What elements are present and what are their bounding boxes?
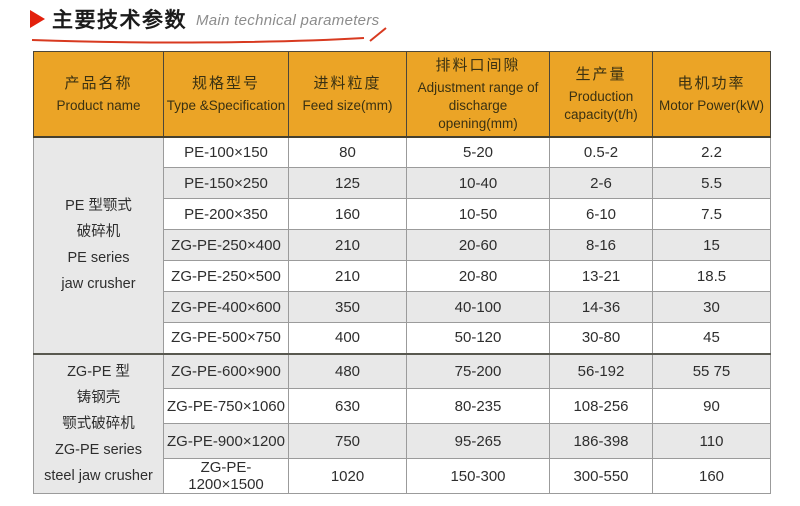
group-label-line: PE series	[67, 250, 130, 267]
group-label-line: PE 型颚式	[65, 197, 132, 214]
cell-discharge-range: 80-235	[406, 388, 550, 425]
table-row: ZG-PE-400×600 350 40-100 14-36 30	[34, 291, 771, 324]
table-row: ZG-PE-500×750 400 50-120 30-80 45	[34, 322, 771, 355]
cell-feed-size: 400	[288, 322, 407, 355]
cell-type: ZG-PE-1200×1500	[163, 458, 289, 495]
cell-type: PE-150×250	[163, 167, 289, 200]
header-motor-power: 电机功率 Motor Power(kW)	[652, 50, 771, 138]
table-row: ZG-PE-250×400 210 20-60 8-16 15	[34, 229, 771, 262]
cell-motor-power: 110	[652, 423, 771, 460]
cell-motor-power: 5.5	[652, 167, 771, 200]
cell-feed-size: 160	[288, 198, 407, 231]
group-label-line: ZG-PE series	[54, 441, 142, 458]
cell-discharge-range: 95-265	[406, 423, 550, 460]
cell-capacity: 14-36	[549, 291, 653, 324]
cell-capacity: 2-6	[549, 167, 653, 200]
cell-capacity: 8-16	[549, 229, 653, 262]
cell-type: ZG-PE-750×1060	[163, 388, 289, 425]
cell-feed-size: 210	[288, 260, 407, 293]
cell-capacity: 56-192	[549, 352, 653, 390]
cell-capacity: 300-550	[549, 458, 653, 495]
cell-discharge-range: 40-100	[406, 291, 550, 324]
cell-motor-power: 160	[652, 458, 771, 495]
cell-motor-power: 7.5	[652, 198, 771, 231]
group-label-line: steel jaw crusher	[44, 468, 153, 485]
cell-discharge-range: 150-300	[406, 458, 550, 495]
cell-capacity: 0.5-2	[549, 136, 653, 169]
cell-motor-power: 15	[652, 229, 771, 262]
cell-type: PE-200×350	[163, 198, 289, 231]
spec-table: 产品名称 Product name 规格型号 Type &Specificati…	[33, 50, 771, 495]
cell-discharge-range: 10-50	[406, 198, 550, 231]
cell-discharge-range: 20-60	[406, 229, 550, 262]
group-label-zg-pe-series: ZG-PE 型 铸钢壳 颚式破碎机 ZG-PE series steel jaw…	[33, 352, 164, 495]
cell-capacity: 108-256	[549, 388, 653, 425]
cell-capacity: 30-80	[549, 322, 653, 355]
cell-feed-size: 630	[288, 388, 407, 425]
cell-motor-power: 45	[652, 322, 771, 355]
cell-type: PE-100×150	[163, 136, 289, 169]
cell-discharge-range: 20-80	[406, 260, 550, 293]
cell-feed-size: 125	[288, 167, 407, 200]
cell-feed-size: 350	[288, 291, 407, 324]
cell-feed-size: 1020	[288, 458, 407, 495]
cell-feed-size: 480	[288, 352, 407, 390]
cell-motor-power: 18.5	[652, 260, 771, 293]
table-row: PE-200×350 160 10-50 6-10 7.5	[34, 198, 771, 231]
group-label-line: 破碎机	[76, 224, 121, 241]
cell-motor-power: 55 75	[652, 352, 771, 390]
group-label-line: jaw crusher	[61, 276, 136, 293]
section-title-en: Main technical parameters	[196, 11, 380, 29]
header-discharge-opening: 排料口间隙 Adjustment range of discharge open…	[406, 50, 550, 138]
section-title-cn: 主要技术参数	[52, 9, 187, 32]
table-row: ZG-PE-1200×1500 1020 150-300 300-550 160	[34, 458, 771, 495]
header-row: 产品名称 Product name 规格型号 Type &Specificati…	[33, 50, 771, 138]
header-feed-size: 进料粒度 Feed size(mm)	[288, 50, 407, 138]
cell-type: ZG-PE-500×750	[163, 322, 289, 355]
cell-capacity: 6-10	[549, 198, 653, 231]
cell-motor-power: 30	[652, 291, 771, 324]
table-row: ZG-PE-250×500 210 20-80 13-21 18.5	[34, 260, 771, 293]
cell-capacity: 186-398	[549, 423, 653, 460]
cell-type: ZG-PE-250×500	[163, 260, 289, 293]
group-label-pe-series: PE 型颚式 破碎机 PE series jaw crusher	[33, 136, 164, 355]
cell-type: ZG-PE-250×400	[163, 229, 289, 262]
cell-discharge-range: 50-120	[406, 322, 550, 355]
cell-capacity: 13-21	[549, 260, 653, 293]
cell-type: ZG-PE-900×1200	[163, 423, 289, 460]
group-label-line: 铸钢壳	[76, 389, 121, 406]
table-row: ZG-PE-900×1200 750 95-265 186-398 110	[34, 423, 771, 460]
cell-feed-size: 80	[288, 136, 407, 169]
cell-motor-power: 90	[652, 388, 771, 425]
cell-motor-power: 2.2	[652, 136, 771, 169]
cell-discharge-range: 5-20	[406, 136, 550, 169]
header-production-capacity: 生产量 Production capacity(t/h)	[549, 50, 653, 138]
header-type-specification: 规格型号 Type &Specification	[163, 50, 289, 138]
section-title: 主要技术参数 Main technical parameters	[30, 8, 387, 44]
header-product-name: 产品名称 Product name	[33, 50, 164, 138]
red-arrow-icon	[30, 10, 45, 28]
table-row: PE 型颚式 破碎机 PE series jaw crusher PE-100×…	[33, 136, 771, 355]
cell-feed-size: 750	[288, 423, 407, 460]
table-row: PE-150×250 125 10-40 2-6 5.5	[34, 167, 771, 200]
cell-discharge-range: 75-200	[406, 352, 550, 390]
cell-type: ZG-PE-400×600	[163, 291, 289, 324]
table-row: ZG-PE 型 铸钢壳 颚式破碎机 ZG-PE series steel jaw…	[33, 352, 771, 495]
group-label-line: 颚式破碎机	[62, 415, 135, 432]
cell-discharge-range: 10-40	[406, 167, 550, 200]
table-row: ZG-PE-750×1060 630 80-235 108-256 90	[34, 388, 771, 425]
cell-type: ZG-PE-600×900	[163, 352, 289, 390]
cell-feed-size: 210	[288, 229, 407, 262]
group-label-line: ZG-PE 型	[67, 363, 130, 380]
